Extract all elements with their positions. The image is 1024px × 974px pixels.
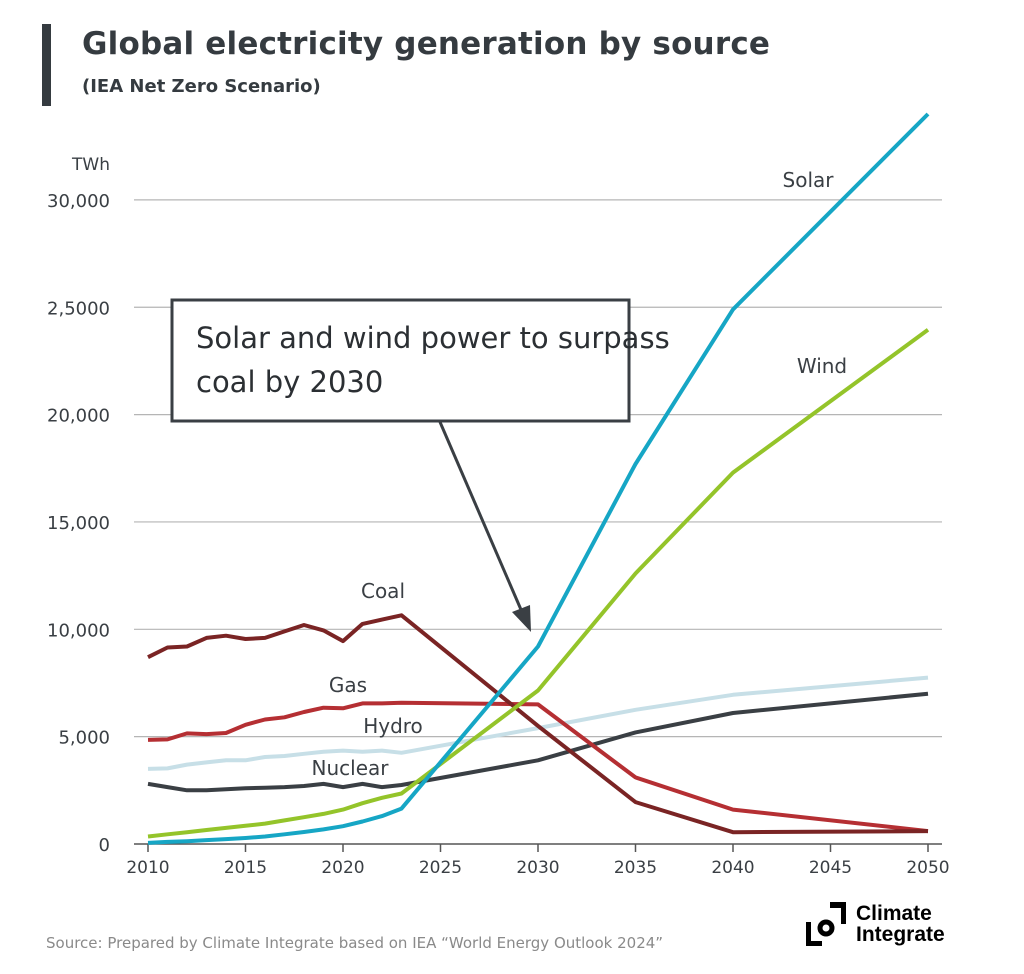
annotation-text: Solar and wind power to surpass coal by 2… — [196, 321, 670, 399]
series-line-coal — [147, 613, 929, 835]
series-line-solar — [147, 112, 930, 845]
series-label-solar: Solar — [783, 168, 835, 192]
x-tick-label: 2035 — [614, 858, 657, 878]
y-axis-unit: TWh — [71, 155, 110, 175]
x-tick-label: 2030 — [516, 858, 559, 878]
logo-mark-icon — [806, 902, 846, 946]
y-tick-label: 2,5000 — [47, 298, 110, 319]
y-tick-label: 5,000 — [58, 728, 110, 749]
annotation-line-1: Solar and wind power to surpass — [196, 321, 670, 355]
series-label-wind: Wind — [797, 354, 847, 378]
series-line-gas — [147, 700, 929, 834]
y-tick-label: 15,000 — [47, 513, 110, 534]
x-tick-label: 2040 — [711, 858, 754, 878]
y-tick-label: 10,000 — [47, 620, 110, 641]
annotation-box — [170, 298, 631, 423]
series-line-nuclear — [147, 691, 929, 793]
x-tick-label: 2010 — [126, 858, 169, 878]
series-label-nuclear: Nuclear — [312, 756, 390, 780]
y-tick-label: 20,000 — [47, 406, 110, 427]
y-tick-label: 30,000 — [47, 191, 110, 212]
series-line-wind — [147, 328, 930, 839]
climate-integrate-logo: Climate Integrate — [806, 902, 945, 946]
x-tick-label: 2045 — [809, 858, 852, 878]
series-label-gas: Gas — [329, 673, 367, 697]
chart-title: Global electricity generation by source — [82, 26, 771, 62]
source-note: Source: Prepared by Climate Integrate ba… — [46, 934, 664, 952]
annotation-arrowhead-icon — [512, 605, 531, 632]
chart-subtitle: (IEA Net Zero Scenario) — [82, 76, 321, 97]
x-tick-label: 2050 — [906, 858, 949, 878]
title-accent-bar — [42, 24, 51, 106]
x-tick-label: 2020 — [321, 858, 364, 878]
series-label-coal: Coal — [361, 579, 405, 603]
x-tick-label: 2015 — [224, 858, 267, 878]
series-line-hydro — [147, 675, 929, 771]
annotation-arrow-line — [438, 421, 524, 613]
x-tick-label: 2025 — [419, 858, 462, 878]
annotation-line-2: coal by 2030 — [196, 365, 383, 399]
logo-text-line2: Integrate — [856, 923, 945, 946]
series-label-hydro: Hydro — [363, 714, 423, 738]
logo-text-line1: Climate — [856, 902, 932, 925]
y-tick-label: 0 — [99, 835, 110, 856]
